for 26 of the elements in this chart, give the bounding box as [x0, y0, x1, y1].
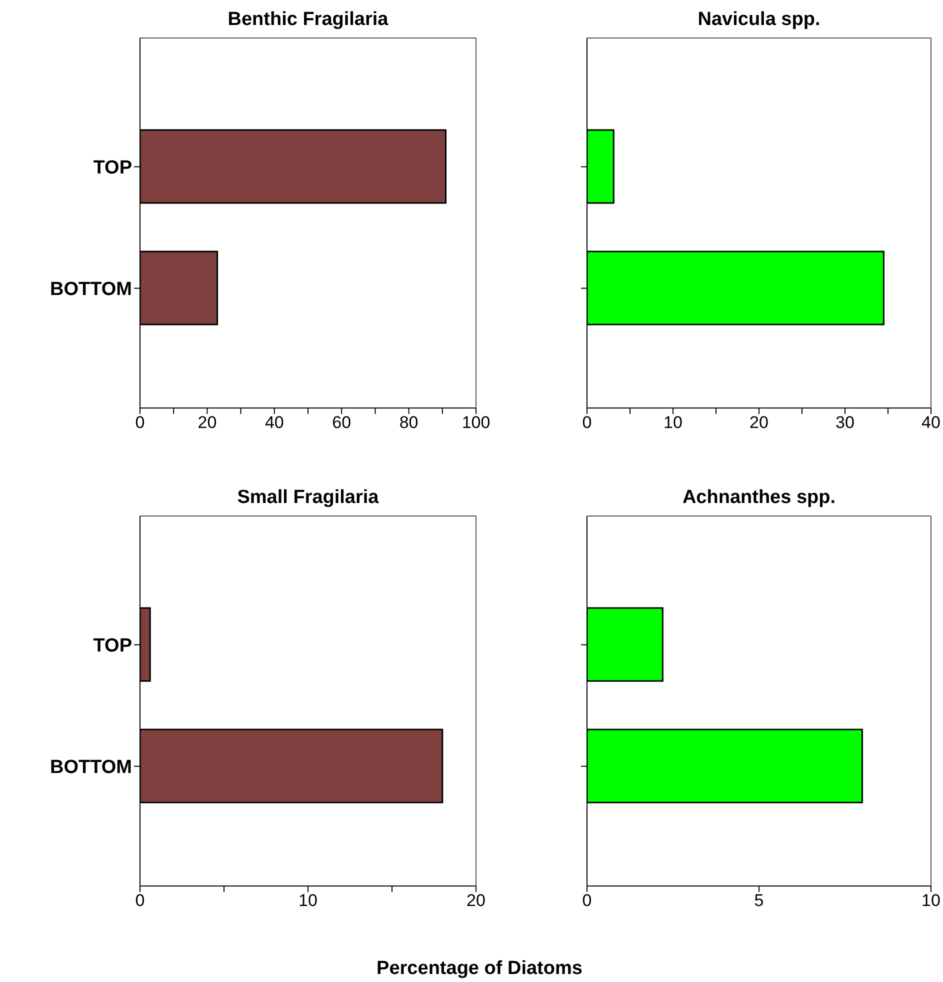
x-tick-label: 0 [135, 413, 145, 432]
x-tick-label: 10 [922, 891, 940, 910]
y-tick-label: TOP [93, 635, 132, 656]
x-tick-label: 40 [264, 413, 284, 432]
x-axis-title: Percentage of Diatoms [376, 958, 584, 980]
x-tick-label: 100 [462, 413, 490, 432]
y-tick-label: TOP [93, 157, 132, 178]
x-tick-label: 20 [750, 413, 768, 432]
y-tick-label: BOTTOM [50, 756, 132, 778]
x-tick-label: 0 [135, 891, 145, 910]
x-tick-label: 0 [582, 413, 592, 432]
x-tick-label: 0 [582, 891, 592, 910]
x-tick-label: 20 [198, 413, 217, 432]
x-tick-label: 5 [754, 891, 764, 910]
chart-title: Achnanthes spp. [681, 486, 837, 510]
x-tick-label: 40 [922, 413, 940, 432]
chart-title: Navicula spp. [696, 8, 822, 32]
chart-title: Small Fragilaria [236, 486, 380, 510]
y-tick-label: BOTTOM [50, 278, 132, 300]
x-tick-label: 80 [399, 413, 418, 432]
x-tick-label: 30 [836, 413, 854, 432]
x-tick-label: 60 [332, 413, 352, 432]
chart-title: Benthic Fragilaria [226, 8, 390, 32]
x-tick-label: 10 [298, 891, 318, 910]
x-tick-label: 10 [664, 413, 682, 432]
x-tick-label: 20 [466, 891, 486, 910]
